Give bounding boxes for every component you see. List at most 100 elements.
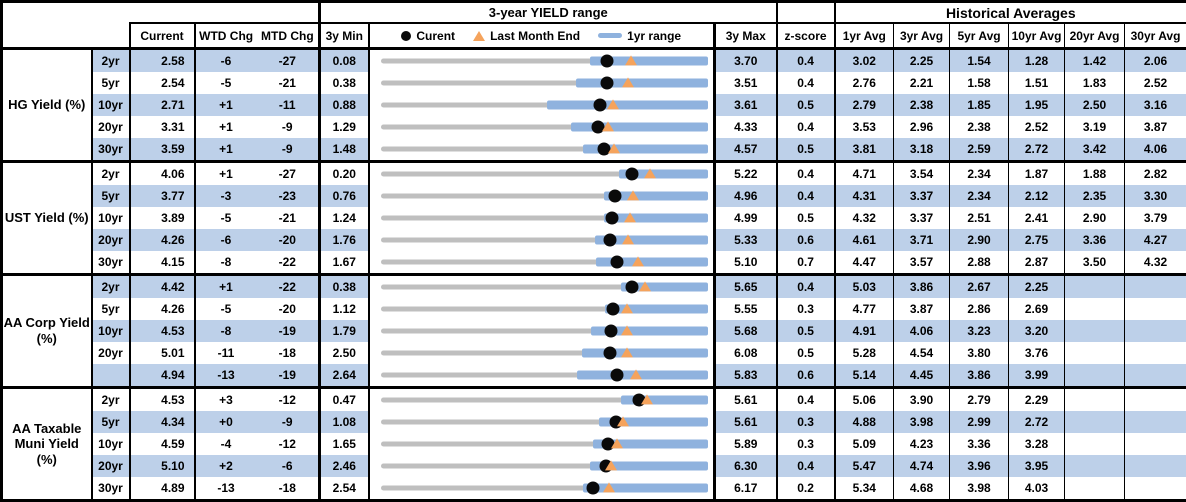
current-dot-icon xyxy=(603,234,616,247)
range-chart-plot-area xyxy=(381,389,709,411)
10yr-avg-cell: 3.76 xyxy=(1009,342,1065,364)
5yr-avg-cell: 2.59 xyxy=(950,138,1009,162)
mtd-chg-cell: -12 xyxy=(257,433,320,455)
20yr-avg-cell xyxy=(1065,298,1125,320)
1yr-avg-cell: 2.76 xyxy=(835,72,894,94)
z-score-cell: 0.4 xyxy=(777,49,835,73)
20yr-avg-cell xyxy=(1065,364,1125,388)
legend-last-month-label: Last Month End xyxy=(490,29,580,43)
10yr-avg-cell: 3.99 xyxy=(1009,364,1065,388)
20yr-avg-cell: 1.88 xyxy=(1065,162,1125,186)
z-score-cell: 0.5 xyxy=(777,138,835,162)
20yr-avg-cell xyxy=(1065,411,1125,433)
range-chart-cell xyxy=(369,49,715,73)
column-header-wtd-chg: WTD Chg xyxy=(196,29,257,43)
z-score-cell: 0.3 xyxy=(777,298,835,320)
legend-current-dot-icon xyxy=(401,31,411,41)
current-dot-icon xyxy=(625,281,638,294)
column-header-3yr-avg: 3yr Avg xyxy=(894,23,950,49)
wtd-chg-cell: -6 xyxy=(195,49,257,73)
wtd-chg-cell: +1 xyxy=(195,138,257,162)
range-chart xyxy=(370,364,714,386)
tenor-cell: 30yr xyxy=(92,477,130,501)
1yr-avg-cell: 4.31 xyxy=(835,185,894,207)
range-chart-plot-area xyxy=(381,138,709,160)
30yr-avg-cell xyxy=(1125,477,1186,501)
z-score-cell: 0.5 xyxy=(777,320,835,342)
last-month-end-triangle-icon xyxy=(625,55,637,65)
current-cell: 4.06 xyxy=(130,162,195,186)
20yr-avg-cell: 3.50 xyxy=(1065,251,1125,275)
current-cell: 4.53 xyxy=(130,320,195,342)
current-cell: 4.94 xyxy=(130,364,195,388)
tenor-cell: 30yr xyxy=(92,251,130,275)
tenor-cell: 2yr xyxy=(92,388,130,412)
10yr-avg-cell: 2.87 xyxy=(1009,251,1065,275)
3y-max-cell: 4.99 xyxy=(715,207,777,229)
3y-min-cell: 0.47 xyxy=(320,388,369,412)
last-month-end-triangle-icon xyxy=(622,234,634,244)
5yr-avg-cell: 2.99 xyxy=(950,411,1009,433)
range-chart-cell xyxy=(369,388,715,412)
tenor-cell: 20yr xyxy=(92,342,130,364)
range-chart-cell xyxy=(369,477,715,501)
tenor-cell: 20yr xyxy=(92,116,130,138)
range-chart xyxy=(370,477,714,499)
3y-max-cell: 5.89 xyxy=(715,433,777,455)
mtd-chg-cell: -27 xyxy=(257,162,320,186)
historical-averages-title: Historical Averages xyxy=(835,2,1186,24)
z-score-cell: 0.5 xyxy=(777,207,835,229)
current-dot-icon xyxy=(586,482,599,495)
10yr-avg-cell: 3.20 xyxy=(1009,320,1065,342)
30yr-avg-cell: 2.82 xyxy=(1125,162,1186,186)
5yr-avg-cell: 3.23 xyxy=(950,320,1009,342)
z-score-cell: 0.7 xyxy=(777,251,835,275)
3y-min-cell: 0.20 xyxy=(320,162,369,186)
1yr-avg-cell: 3.02 xyxy=(835,49,894,73)
3y-min-cell: 0.38 xyxy=(320,275,369,299)
current-cell: 3.59 xyxy=(130,138,195,162)
range-chart-plot-area xyxy=(381,72,709,94)
5yr-avg-cell: 2.67 xyxy=(950,275,1009,299)
mtd-chg-cell: -6 xyxy=(257,455,320,477)
wtd-chg-cell: +0 xyxy=(195,411,257,433)
3yr-avg-cell: 3.71 xyxy=(894,229,950,251)
1yr-avg-cell: 5.09 xyxy=(835,433,894,455)
tenor-cell: 30yr xyxy=(92,138,130,162)
range-chart xyxy=(370,50,714,72)
1yr-avg-cell: 2.79 xyxy=(835,94,894,116)
3yr-avg-cell: 3.90 xyxy=(894,388,950,412)
3yr-avg-cell: 4.06 xyxy=(894,320,950,342)
10yr-avg-cell: 2.75 xyxy=(1009,229,1065,251)
column-header-20yr-avg: 20yr Avg xyxy=(1065,23,1125,49)
chart-legend: Curent Last Month End 1yr range xyxy=(369,23,715,49)
current-cell: 4.59 xyxy=(130,433,195,455)
20yr-avg-cell xyxy=(1065,477,1125,501)
1yr-avg-cell: 3.81 xyxy=(835,138,894,162)
3y-max-cell: 5.61 xyxy=(715,411,777,433)
range-chart-cell xyxy=(369,342,715,364)
range-chart-plot-area xyxy=(381,477,709,499)
5yr-avg-cell: 3.86 xyxy=(950,364,1009,388)
10yr-avg-cell: 2.29 xyxy=(1009,388,1065,412)
last-month-end-triangle-icon xyxy=(627,190,639,200)
mtd-chg-cell: -21 xyxy=(257,72,320,94)
5yr-avg-cell: 2.38 xyxy=(950,116,1009,138)
1yr-avg-cell: 5.14 xyxy=(835,364,894,388)
range-chart-cell xyxy=(369,72,715,94)
current-dot-icon xyxy=(606,303,619,316)
last-month-end-triangle-icon xyxy=(605,460,617,470)
3y-min-cell: 2.46 xyxy=(320,455,369,477)
20yr-avg-cell: 1.83 xyxy=(1065,72,1125,94)
3y-min-cell: 1.12 xyxy=(320,298,369,320)
wtd-chg-cell: -6 xyxy=(195,229,257,251)
30yr-avg-cell: 4.06 xyxy=(1125,138,1186,162)
